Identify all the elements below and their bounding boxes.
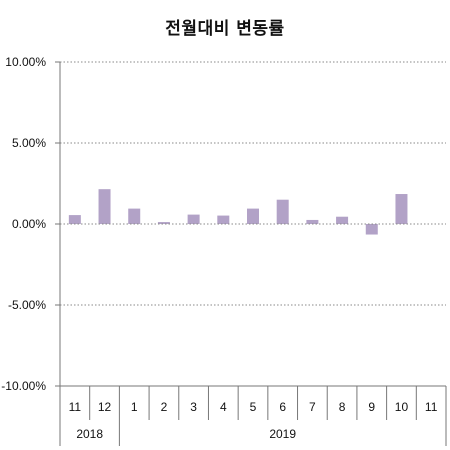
x-tick-label: 5 — [250, 400, 257, 414]
bar — [247, 208, 259, 224]
x-tick-label: 12 — [98, 400, 112, 414]
x-tick-label: 2 — [161, 400, 168, 414]
y-tick-label: 0.00% — [12, 217, 46, 231]
x-tick-label: 1 — [131, 400, 138, 414]
y-tick-label: 10.00% — [5, 55, 46, 69]
bar — [395, 194, 408, 224]
x-tick-label: 8 — [339, 400, 346, 414]
y-tick-label: 5.00% — [12, 136, 46, 150]
bar — [98, 189, 111, 224]
bar — [306, 219, 319, 224]
x-tick-label: 11 — [69, 400, 82, 414]
bar — [365, 224, 378, 235]
bar — [128, 208, 141, 224]
bar — [68, 215, 81, 224]
bar — [276, 199, 289, 224]
group-label: 2018 — [76, 427, 103, 441]
bar — [336, 216, 349, 224]
x-tick-label: 9 — [368, 400, 375, 414]
x-tick-label: 4 — [220, 400, 227, 414]
group-label: 2019 — [269, 427, 296, 441]
bar — [187, 214, 200, 224]
y-tick-label: -5.00% — [8, 298, 46, 312]
chart-title: 전월대비 변동률 — [165, 19, 285, 39]
bar — [217, 215, 230, 224]
y-tick-label: -10.00% — [1, 379, 46, 393]
x-tick-label: 7 — [309, 400, 316, 414]
x-tick-label: 3 — [190, 400, 197, 414]
bar — [157, 222, 170, 224]
x-tick-label: 11 — [425, 400, 438, 414]
x-tick-label: 10 — [395, 400, 409, 414]
x-tick-label: 6 — [279, 400, 286, 414]
